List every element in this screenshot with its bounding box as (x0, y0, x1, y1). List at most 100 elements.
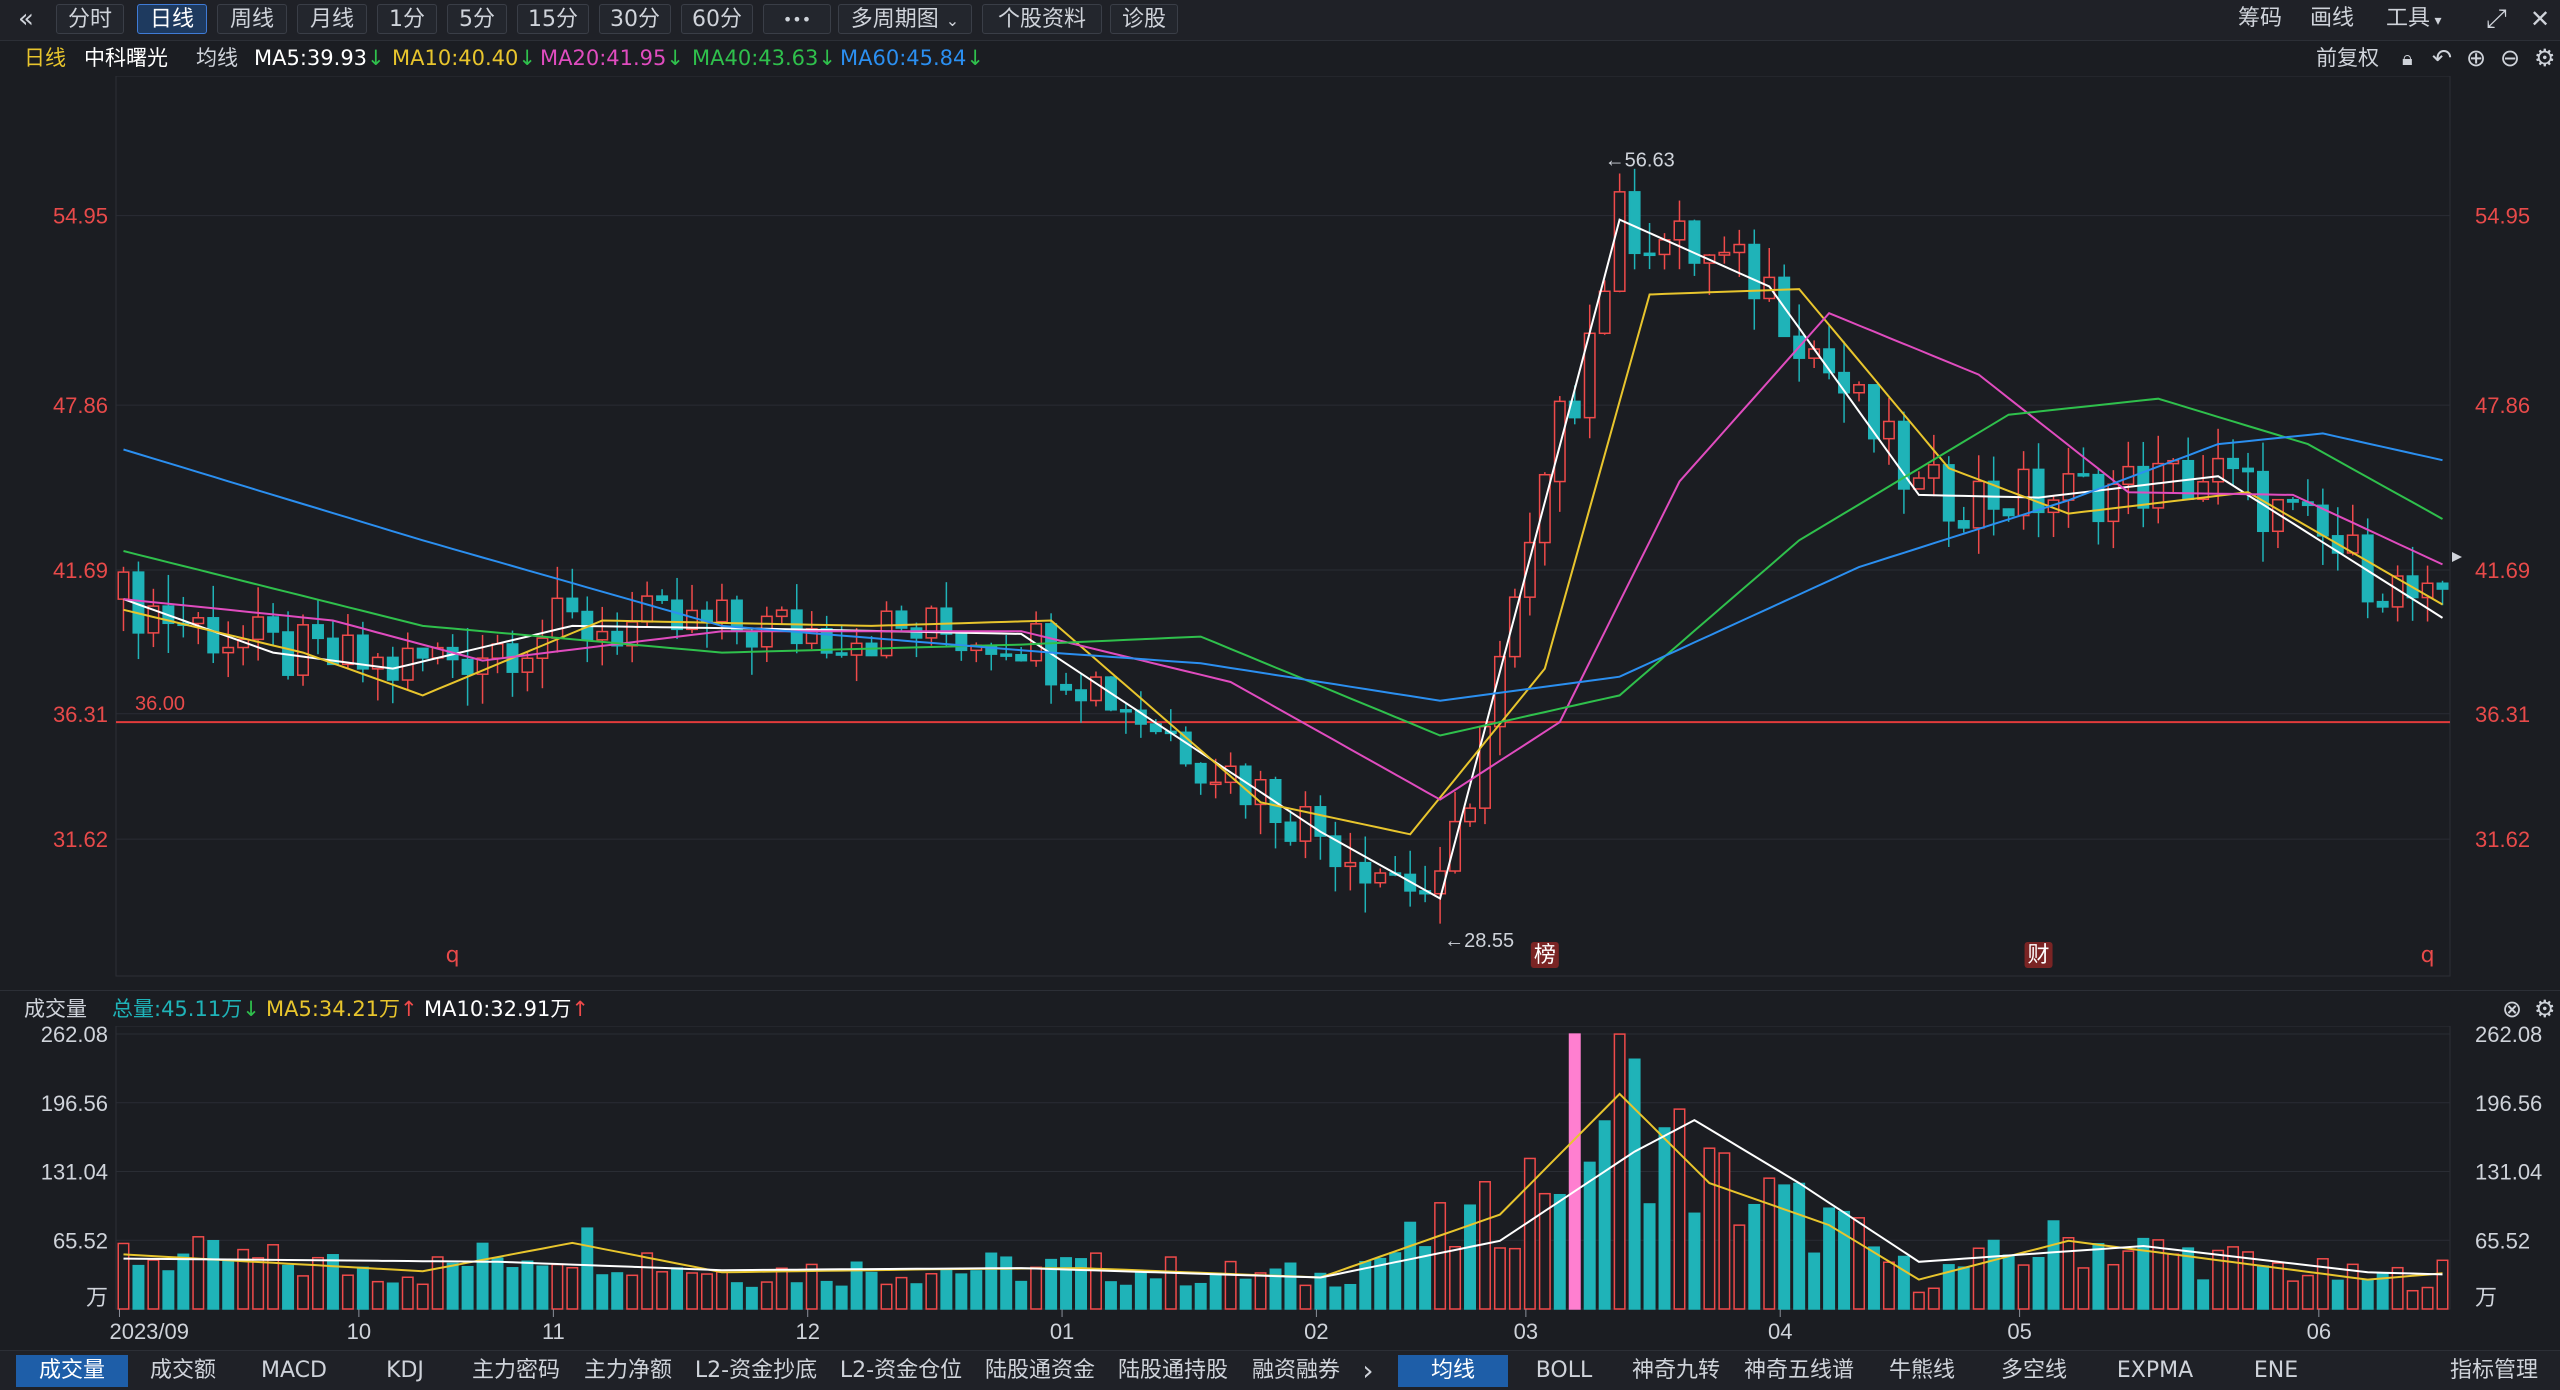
volume-bar (2271, 1262, 2284, 1310)
settings-icon[interactable]: ⚙ (2534, 44, 2556, 72)
candle-body (1628, 191, 1641, 255)
candle-body (2271, 498, 2284, 533)
zoom-in-icon[interactable]: ⊕ (2466, 44, 2487, 72)
lock-icon[interactable]: 🔒︎ (2402, 46, 2413, 70)
candle-body (371, 656, 384, 670)
volume-bar (641, 1252, 654, 1310)
volume-bar (2032, 1256, 2045, 1310)
candle-body (2376, 600, 2389, 608)
tab-kdj[interactable]: KDJ (386, 1358, 424, 1383)
period-daily[interactable]: 日线 (137, 4, 207, 34)
more-button[interactable]: ••• (763, 4, 831, 34)
tab-ene[interactable]: ENE (2253, 1358, 2299, 1383)
volume-bar (311, 1256, 324, 1310)
tab-long-short[interactable]: 多空线 (2000, 1358, 2067, 1383)
price-chart[interactable]: 54.95 54.95 47.86 47.86 41.69 41.69 36.31 36.31… (0, 76, 2560, 988)
candle-body (1329, 835, 1342, 868)
candle-body (656, 595, 669, 601)
tab-main-net[interactable]: 主力净额 (583, 1358, 672, 1383)
tab-magic-nine[interactable]: 神奇九转 (1631, 1358, 1720, 1383)
volume-bar (1329, 1286, 1342, 1310)
volume-chart[interactable]: 262.08 262.08 196.56 196.56 131.04 131.04 65.5… (0, 1026, 2560, 1350)
chips-button[interactable]: 筹码 (2238, 6, 2283, 31)
draw-button[interactable]: 画线 (2310, 6, 2355, 31)
zoom-out-icon[interactable]: ⊖ (2500, 44, 2521, 72)
period-intraday[interactable]: 分时 (56, 4, 124, 34)
x-axis-label: 2023/09 (109, 1319, 189, 1344)
tab-l2-position[interactable]: L2-资金仓位 (839, 1358, 963, 1383)
candle-body (2062, 473, 2075, 501)
tools-dropdown[interactable]: 工具 ▾ (2386, 4, 2442, 34)
tab-hk-connect-flow[interactable]: 陆股通资金 (984, 1358, 1095, 1383)
volume-bar (162, 1270, 175, 1310)
tab-turnover[interactable]: 成交额 (149, 1358, 216, 1383)
volume-bar (1882, 1261, 1895, 1310)
tab-boll[interactable]: BOLL (1535, 1358, 1593, 1383)
undo-icon[interactable]: ↶ (2432, 44, 2453, 72)
tab-macd[interactable]: MACD (261, 1358, 327, 1383)
price-axis-label-left: 31.62 (53, 827, 108, 852)
period-1min[interactable]: 1分 (377, 4, 437, 34)
settings-icon[interactable]: ⚙ (2534, 995, 2556, 1023)
tab-volume[interactable]: 成交量 (16, 1355, 128, 1387)
period-weekly[interactable]: 周线 (217, 4, 287, 34)
period-30min[interactable]: 30分 (599, 4, 671, 34)
price-plot-frame (115, 76, 2451, 977)
close-indicator-icon[interactable]: ⊗ (2502, 995, 2523, 1023)
volume-bar (2212, 1249, 2225, 1310)
fullscreen-icon[interactable]: ⤢ (2486, 4, 2507, 34)
volume-bar (1838, 1210, 1851, 1310)
legend-stock-name: 中科曙光 (84, 46, 168, 70)
current-price-pointer-icon (2452, 552, 2462, 562)
diagnose-button[interactable]: 诊股 (1110, 4, 1178, 34)
adjust-button[interactable]: 前复权 (2316, 46, 2379, 70)
volume-bar (1239, 1278, 1252, 1310)
x-axis-label: 04 (1768, 1319, 1792, 1344)
candle-body (790, 609, 803, 645)
volume-axis-label-right: 万 (2475, 1285, 2497, 1310)
tab-l2-bottom[interactable]: L2-资金抄底 (694, 1358, 818, 1383)
period-5min[interactable]: 5分 (447, 4, 507, 34)
legend-ma-label[interactable]: 均线 (196, 46, 238, 70)
stock-info-button[interactable]: 个股资料 (982, 4, 1102, 34)
arrow-down-icon: ↓ (242, 997, 260, 1021)
tab-magic-five[interactable]: 神奇五线谱 (1743, 1358, 1854, 1383)
volume-bar (760, 1281, 773, 1310)
legend-ma10: MA10:40.40↓ (392, 46, 537, 70)
volume-bar (386, 1282, 399, 1310)
volume-bar (1523, 1157, 1536, 1310)
volume-bar (1089, 1252, 1102, 1310)
arrow-down-icon: ↓ (966, 46, 985, 70)
tab-margin[interactable]: 融资融券 (1251, 1358, 1340, 1383)
event-marker: 榜 (1534, 943, 1556, 968)
volume-axis-label-left: 196.56 (41, 1091, 108, 1116)
next-icon[interactable]: › (1362, 1354, 1374, 1387)
volume-bar (2436, 1259, 2449, 1310)
period-60min[interactable]: 60分 (681, 4, 753, 34)
volume-bar (1957, 1266, 1970, 1310)
multi-period-dropdown[interactable]: 多周期图 ⌄ (838, 4, 972, 34)
candle-body (297, 624, 310, 676)
candle-body (1613, 191, 1626, 293)
price-axis-label-left: 54.95 (53, 204, 108, 229)
close-panel-icon[interactable]: ✕ (2530, 5, 2551, 33)
candle-body (2286, 498, 2299, 503)
tab-expma[interactable]: EXPMA (2116, 1358, 2194, 1383)
volume-bar (2242, 1251, 2255, 1310)
tab-bull-bear[interactable]: 牛熊线 (1888, 1358, 1955, 1383)
candle-body (2197, 481, 2210, 501)
period-monthly[interactable]: 月线 (297, 4, 367, 34)
indicator-manage-button[interactable]: 指标管理 (2449, 1358, 2538, 1383)
volume-bar (1658, 1127, 1671, 1310)
tab-main-code[interactable]: 主力密码 (471, 1358, 560, 1383)
collapse-icon[interactable]: « (18, 4, 34, 34)
volume-bar (2017, 1264, 2030, 1310)
tab-hk-connect-hold[interactable]: 陆股通持股 (1117, 1358, 1228, 1383)
candle-body (1718, 251, 1731, 256)
period-15min[interactable]: 15分 (517, 4, 589, 34)
volume-bar (1284, 1262, 1297, 1310)
event-marker: q (2421, 943, 2435, 968)
tab-ma[interactable]: 均线 (1398, 1355, 1508, 1387)
volume-bar (1972, 1247, 1985, 1310)
volume-bar (1000, 1256, 1013, 1310)
